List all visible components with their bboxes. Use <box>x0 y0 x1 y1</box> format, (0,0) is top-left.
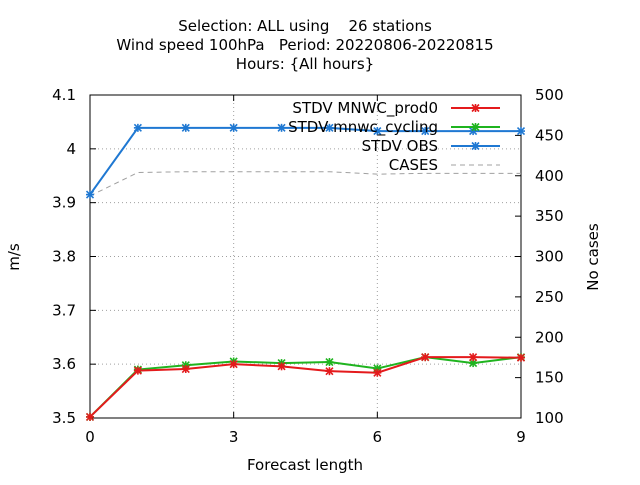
y2-tick-label: 500 <box>535 86 564 104</box>
y2-tick-label: 150 <box>535 369 564 387</box>
y2-tick-label: 100 <box>535 409 564 427</box>
series-line-stdv-mnwc-prod0 <box>89 356 522 418</box>
y2-tick-label: 250 <box>535 288 564 306</box>
x-tick-label: 6 <box>373 428 383 446</box>
legend-label: STDV MNWC_prod0 <box>292 99 438 118</box>
y2-axis-ticks: 100 150 200 250 300 350 400 450 500 <box>515 86 564 427</box>
y-tick-label: 3.8 <box>52 248 76 266</box>
series-line-stdv-mnwc-cycling <box>89 356 522 418</box>
y-tick-label: 3.7 <box>52 301 76 319</box>
y2-axis-label: No cases <box>584 223 602 291</box>
y-axis-label: m/s <box>5 243 23 271</box>
title-line: Hours: {All hours} <box>236 55 374 73</box>
y2-tick-label: 200 <box>535 328 564 346</box>
title-line: Wind speed 100hPa Period: 20220806-20220… <box>116 36 493 54</box>
series-lines <box>85 123 526 421</box>
legend-label: STDV mnwc_cycling <box>288 118 438 137</box>
legend-label: CASES <box>389 156 438 174</box>
y-tick-label: 3.6 <box>52 355 76 373</box>
y2-tick-label: 400 <box>535 167 564 185</box>
y-tick-label: 4 <box>66 140 76 158</box>
x-tick-label: 9 <box>516 428 526 446</box>
x-axis-label: Forecast length <box>247 456 363 474</box>
legend-label: STDV OBS <box>362 137 438 155</box>
y-tick-label: 4.1 <box>52 86 76 104</box>
y-tick-label: 3.5 <box>52 409 76 427</box>
title-line: Selection: ALL using 26 stations <box>178 17 432 35</box>
y2-tick-label: 350 <box>535 207 564 225</box>
y-tick-label: 3.9 <box>52 194 76 212</box>
y2-tick-label: 300 <box>535 248 564 266</box>
y-axis-ticks: 3.5 3.6 3.7 3.8 3.9 4 4.1 <box>52 86 96 427</box>
y2-tick-label: 450 <box>535 126 564 144</box>
series-line-stdv-obs <box>89 126 521 196</box>
x-tick-label: 3 <box>229 428 239 446</box>
x-tick-label: 0 <box>85 428 95 446</box>
x-axis-ticks: 0 3 6 9 <box>85 95 526 446</box>
series-line-cases <box>89 171 521 197</box>
